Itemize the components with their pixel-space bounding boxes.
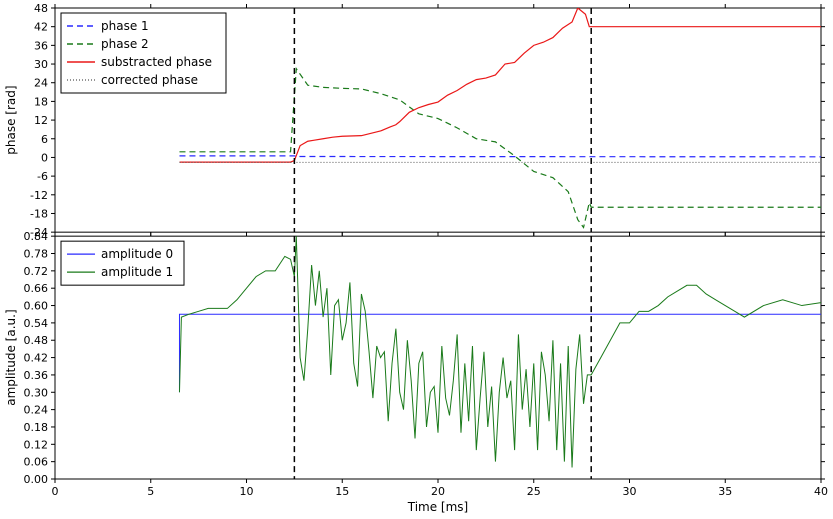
svg-text:5: 5 [147,485,154,498]
chart-container: -24-18-12-60612182430364248phase [rad]0.… [0,0,833,519]
svg-text:Time [ms]: Time [ms] [407,500,469,514]
svg-text:0.72: 0.72 [24,265,49,278]
svg-text:25: 25 [527,485,541,498]
svg-text:36: 36 [34,39,48,52]
svg-text:15: 15 [335,485,349,498]
svg-text:30: 30 [34,58,48,71]
svg-text:0.78: 0.78 [24,248,49,261]
svg-text:0.48: 0.48 [24,334,49,347]
svg-text:24: 24 [34,77,48,90]
svg-text:substracted phase: substracted phase [101,55,212,69]
svg-text:30: 30 [623,485,637,498]
svg-text:-18: -18 [30,207,48,220]
svg-text:0.66: 0.66 [24,282,49,295]
svg-text:0.54: 0.54 [24,317,49,330]
svg-text:18: 18 [34,95,48,108]
svg-text:0: 0 [41,151,48,164]
svg-text:35: 35 [718,485,732,498]
svg-text:0.18: 0.18 [24,421,49,434]
svg-text:amplitude 1: amplitude 1 [101,265,173,279]
svg-text:amplitude 0: amplitude 0 [101,247,173,261]
svg-text:12: 12 [34,114,48,127]
svg-text:0.06: 0.06 [24,456,49,469]
svg-text:0: 0 [52,485,59,498]
svg-text:42: 42 [34,21,48,34]
svg-text:-12: -12 [30,189,48,202]
svg-text:6: 6 [41,133,48,146]
svg-text:amplitude [a.u.]: amplitude [a.u.] [4,309,18,405]
svg-text:0.60: 0.60 [24,300,49,313]
svg-text:0.30: 0.30 [24,386,49,399]
svg-text:40: 40 [814,485,828,498]
svg-text:phase 1: phase 1 [101,19,149,33]
figure-svg: -24-18-12-60612182430364248phase [rad]0.… [0,0,833,519]
svg-text:-6: -6 [37,170,48,183]
svg-text:20: 20 [431,485,445,498]
svg-text:corrected phase: corrected phase [101,73,198,87]
svg-text:phase [rad]: phase [rad] [4,85,18,154]
svg-text:0.24: 0.24 [24,404,49,417]
svg-text:10: 10 [240,485,254,498]
svg-text:phase 2: phase 2 [101,37,149,51]
svg-text:0.36: 0.36 [24,369,49,382]
svg-text:0.42: 0.42 [24,352,49,365]
svg-text:0.12: 0.12 [24,438,49,451]
svg-text:48: 48 [34,2,48,15]
svg-text:0.00: 0.00 [24,473,49,486]
svg-text:0.84: 0.84 [24,230,49,243]
